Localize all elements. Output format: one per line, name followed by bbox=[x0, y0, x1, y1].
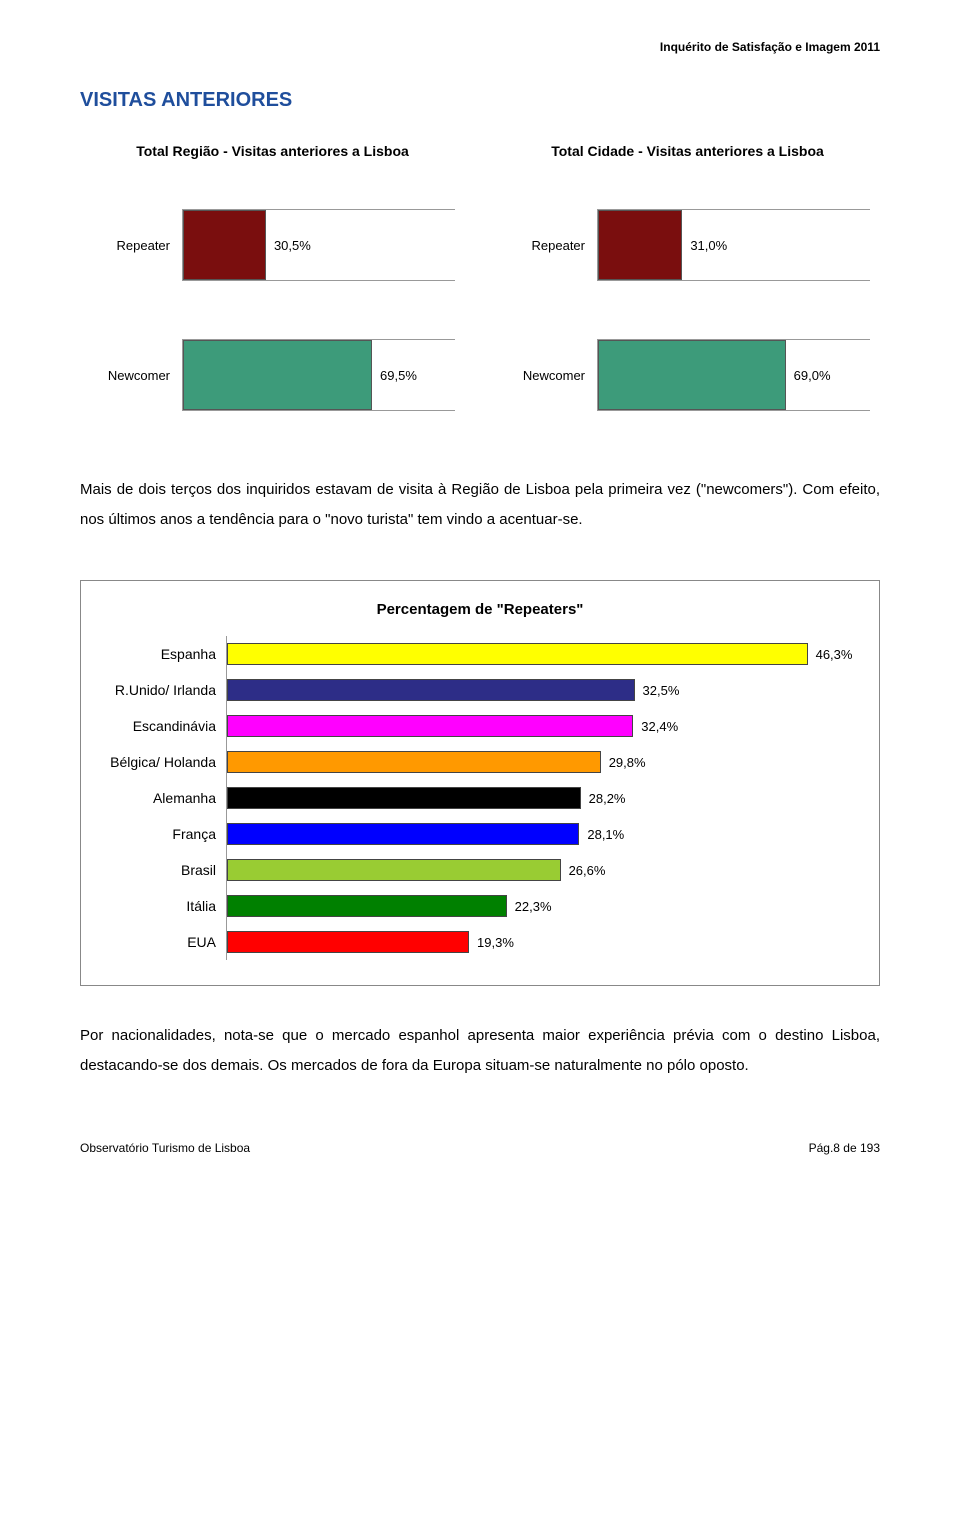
mini-chart-row: Newcomer 69,0% bbox=[505, 310, 870, 440]
hbar-row: 32,5% bbox=[227, 672, 854, 708]
page-title: VISITAS ANTERIORES bbox=[80, 89, 880, 112]
mini-chart-label: Newcomer bbox=[90, 368, 170, 383]
hbar-label: R.Unido/ Irlanda bbox=[106, 672, 226, 708]
hbar-row: 46,3% bbox=[227, 636, 854, 672]
hbar-bar bbox=[227, 859, 561, 881]
hbar-value: 32,4% bbox=[641, 719, 678, 734]
hbar-value: 26,6% bbox=[569, 863, 606, 878]
mini-chart-row: Repeater 30,5% bbox=[90, 180, 455, 310]
hbar-bar bbox=[227, 751, 601, 773]
mini-chart-value: 69,5% bbox=[380, 368, 417, 383]
hbar-bar bbox=[227, 895, 507, 917]
chart-cidade-title: Total Cidade - Visitas anteriores a Lisb… bbox=[495, 142, 880, 160]
hbar-bar bbox=[227, 931, 469, 953]
hbar-label: Brasil bbox=[106, 852, 226, 888]
repeaters-chart: EspanhaR.Unido/ IrlandaEscandináviaBélgi… bbox=[106, 636, 854, 960]
hbar-value: 28,2% bbox=[589, 791, 626, 806]
mini-chart-track: 31,0% bbox=[597, 209, 870, 281]
mini-chart-row: Repeater 31,0% bbox=[505, 180, 870, 310]
mini-chart-bar bbox=[183, 340, 372, 410]
hbar-bar bbox=[227, 787, 581, 809]
hbar-row: 32,4% bbox=[227, 708, 854, 744]
hbar-bar bbox=[227, 715, 633, 737]
hbar-row: 28,1% bbox=[227, 816, 854, 852]
mini-chart-bar bbox=[598, 340, 786, 410]
paragraph-1: Mais de dois terços dos inquiridos estav… bbox=[80, 475, 880, 535]
mini-chart-label: Repeater bbox=[90, 238, 170, 253]
twin-charts: Total Região - Visitas anteriores a Lisb… bbox=[80, 142, 880, 440]
paragraph-2: Por nacionalidades, nota-se que o mercad… bbox=[80, 1021, 880, 1081]
mini-chart-bar bbox=[598, 210, 682, 280]
hbar-bar bbox=[227, 679, 635, 701]
hbar-row: 28,2% bbox=[227, 780, 854, 816]
hbar-label: França bbox=[106, 816, 226, 852]
hbar-row: 19,3% bbox=[227, 924, 854, 960]
hbar-value: 46,3% bbox=[816, 647, 853, 662]
hbar-row: 29,8% bbox=[227, 744, 854, 780]
hbar-label: Itália bbox=[106, 888, 226, 924]
mini-chart-label: Repeater bbox=[505, 238, 585, 253]
mini-chart-track: 69,0% bbox=[597, 339, 870, 411]
hbar-label: Bélgica/ Holanda bbox=[106, 744, 226, 780]
hbar-bar bbox=[227, 643, 808, 665]
repeaters-chart-title: Percentagem de "Repeaters" bbox=[106, 601, 854, 618]
hbar-label: EUA bbox=[106, 924, 226, 960]
hbar-value: 19,3% bbox=[477, 935, 514, 950]
mini-chart-bar bbox=[183, 210, 266, 280]
hbar-value: 32,5% bbox=[643, 683, 680, 698]
mini-chart-value: 69,0% bbox=[794, 368, 831, 383]
mini-chart-row: Newcomer 69,5% bbox=[90, 310, 455, 440]
mini-chart-track: 30,5% bbox=[182, 209, 455, 281]
hbar-label: Espanha bbox=[106, 636, 226, 672]
footer-left: Observatório Turismo de Lisboa bbox=[80, 1141, 250, 1155]
hbar-value: 29,8% bbox=[609, 755, 646, 770]
report-header: Inquérito de Satisfação e Imagem 2011 bbox=[80, 40, 880, 54]
footer-right: Pág.8 de 193 bbox=[809, 1141, 880, 1155]
page-footer: Observatório Turismo de Lisboa Pág.8 de … bbox=[80, 1141, 880, 1155]
mini-chart-label: Newcomer bbox=[505, 368, 585, 383]
hbar-label: Alemanha bbox=[106, 780, 226, 816]
chart-cidade: Total Cidade - Visitas anteriores a Lisb… bbox=[495, 142, 880, 440]
chart-regiao: Total Região - Visitas anteriores a Lisb… bbox=[80, 142, 465, 440]
hbar-label: Escandinávia bbox=[106, 708, 226, 744]
hbar-row: 22,3% bbox=[227, 888, 854, 924]
chart-regiao-title: Total Região - Visitas anteriores a Lisb… bbox=[80, 142, 465, 160]
hbar-value: 22,3% bbox=[515, 899, 552, 914]
hbar-row: 26,6% bbox=[227, 852, 854, 888]
mini-chart-track: 69,5% bbox=[182, 339, 455, 411]
repeaters-chart-box: Percentagem de "Repeaters" EspanhaR.Unid… bbox=[80, 580, 880, 986]
hbar-bar bbox=[227, 823, 579, 845]
hbar-value: 28,1% bbox=[587, 827, 624, 842]
mini-chart-value: 31,0% bbox=[690, 238, 727, 253]
mini-chart-value: 30,5% bbox=[274, 238, 311, 253]
